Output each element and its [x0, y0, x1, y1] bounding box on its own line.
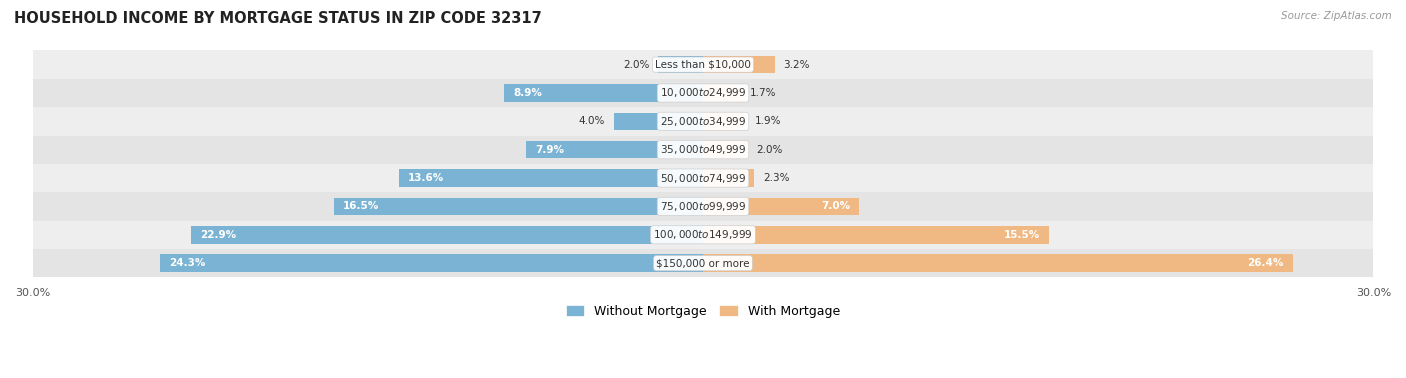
Bar [703, 56, 775, 73]
Bar [703, 169, 755, 187]
Text: 7.9%: 7.9% [536, 145, 564, 155]
Text: $10,000 to $24,999: $10,000 to $24,999 [659, 87, 747, 99]
Bar [32, 249, 1374, 277]
Bar [613, 113, 703, 130]
Text: 2.3%: 2.3% [763, 173, 790, 183]
Text: HOUSEHOLD INCOME BY MORTGAGE STATUS IN ZIP CODE 32317: HOUSEHOLD INCOME BY MORTGAGE STATUS IN Z… [14, 11, 541, 26]
Bar [703, 84, 741, 102]
Text: 1.9%: 1.9% [755, 116, 780, 126]
Text: 8.9%: 8.9% [513, 88, 541, 98]
Bar [703, 198, 859, 215]
Text: 13.6%: 13.6% [408, 173, 444, 183]
Bar [191, 226, 703, 243]
Text: $100,000 to $149,999: $100,000 to $149,999 [654, 228, 752, 241]
Text: 4.0%: 4.0% [578, 116, 605, 126]
Text: $150,000 or more: $150,000 or more [657, 258, 749, 268]
Text: $50,000 to $74,999: $50,000 to $74,999 [659, 172, 747, 184]
Bar [703, 113, 745, 130]
Bar [658, 56, 703, 73]
Bar [32, 192, 1374, 221]
Bar [335, 198, 703, 215]
Text: 2.0%: 2.0% [756, 145, 783, 155]
Text: $25,000 to $34,999: $25,000 to $34,999 [659, 115, 747, 128]
Bar [32, 136, 1374, 164]
Bar [703, 254, 1294, 272]
Text: 2.0%: 2.0% [623, 60, 650, 70]
Bar [32, 164, 1374, 192]
Text: $75,000 to $99,999: $75,000 to $99,999 [659, 200, 747, 213]
Legend: Without Mortgage, With Mortgage: Without Mortgage, With Mortgage [561, 300, 845, 323]
Bar [703, 226, 1049, 243]
Bar [32, 221, 1374, 249]
Bar [505, 84, 703, 102]
Text: Source: ZipAtlas.com: Source: ZipAtlas.com [1281, 11, 1392, 21]
Text: 24.3%: 24.3% [169, 258, 205, 268]
Bar [703, 141, 748, 158]
Text: 3.2%: 3.2% [783, 60, 810, 70]
Bar [32, 107, 1374, 136]
Text: $35,000 to $49,999: $35,000 to $49,999 [659, 143, 747, 156]
Text: 1.7%: 1.7% [749, 88, 776, 98]
Text: 22.9%: 22.9% [200, 230, 236, 240]
Text: 26.4%: 26.4% [1247, 258, 1284, 268]
Text: Less than $10,000: Less than $10,000 [655, 60, 751, 70]
Bar [526, 141, 703, 158]
Bar [32, 79, 1374, 107]
Bar [32, 50, 1374, 79]
Bar [160, 254, 703, 272]
Bar [399, 169, 703, 187]
Text: 15.5%: 15.5% [1004, 230, 1040, 240]
Text: 7.0%: 7.0% [821, 201, 851, 211]
Text: 16.5%: 16.5% [343, 201, 380, 211]
